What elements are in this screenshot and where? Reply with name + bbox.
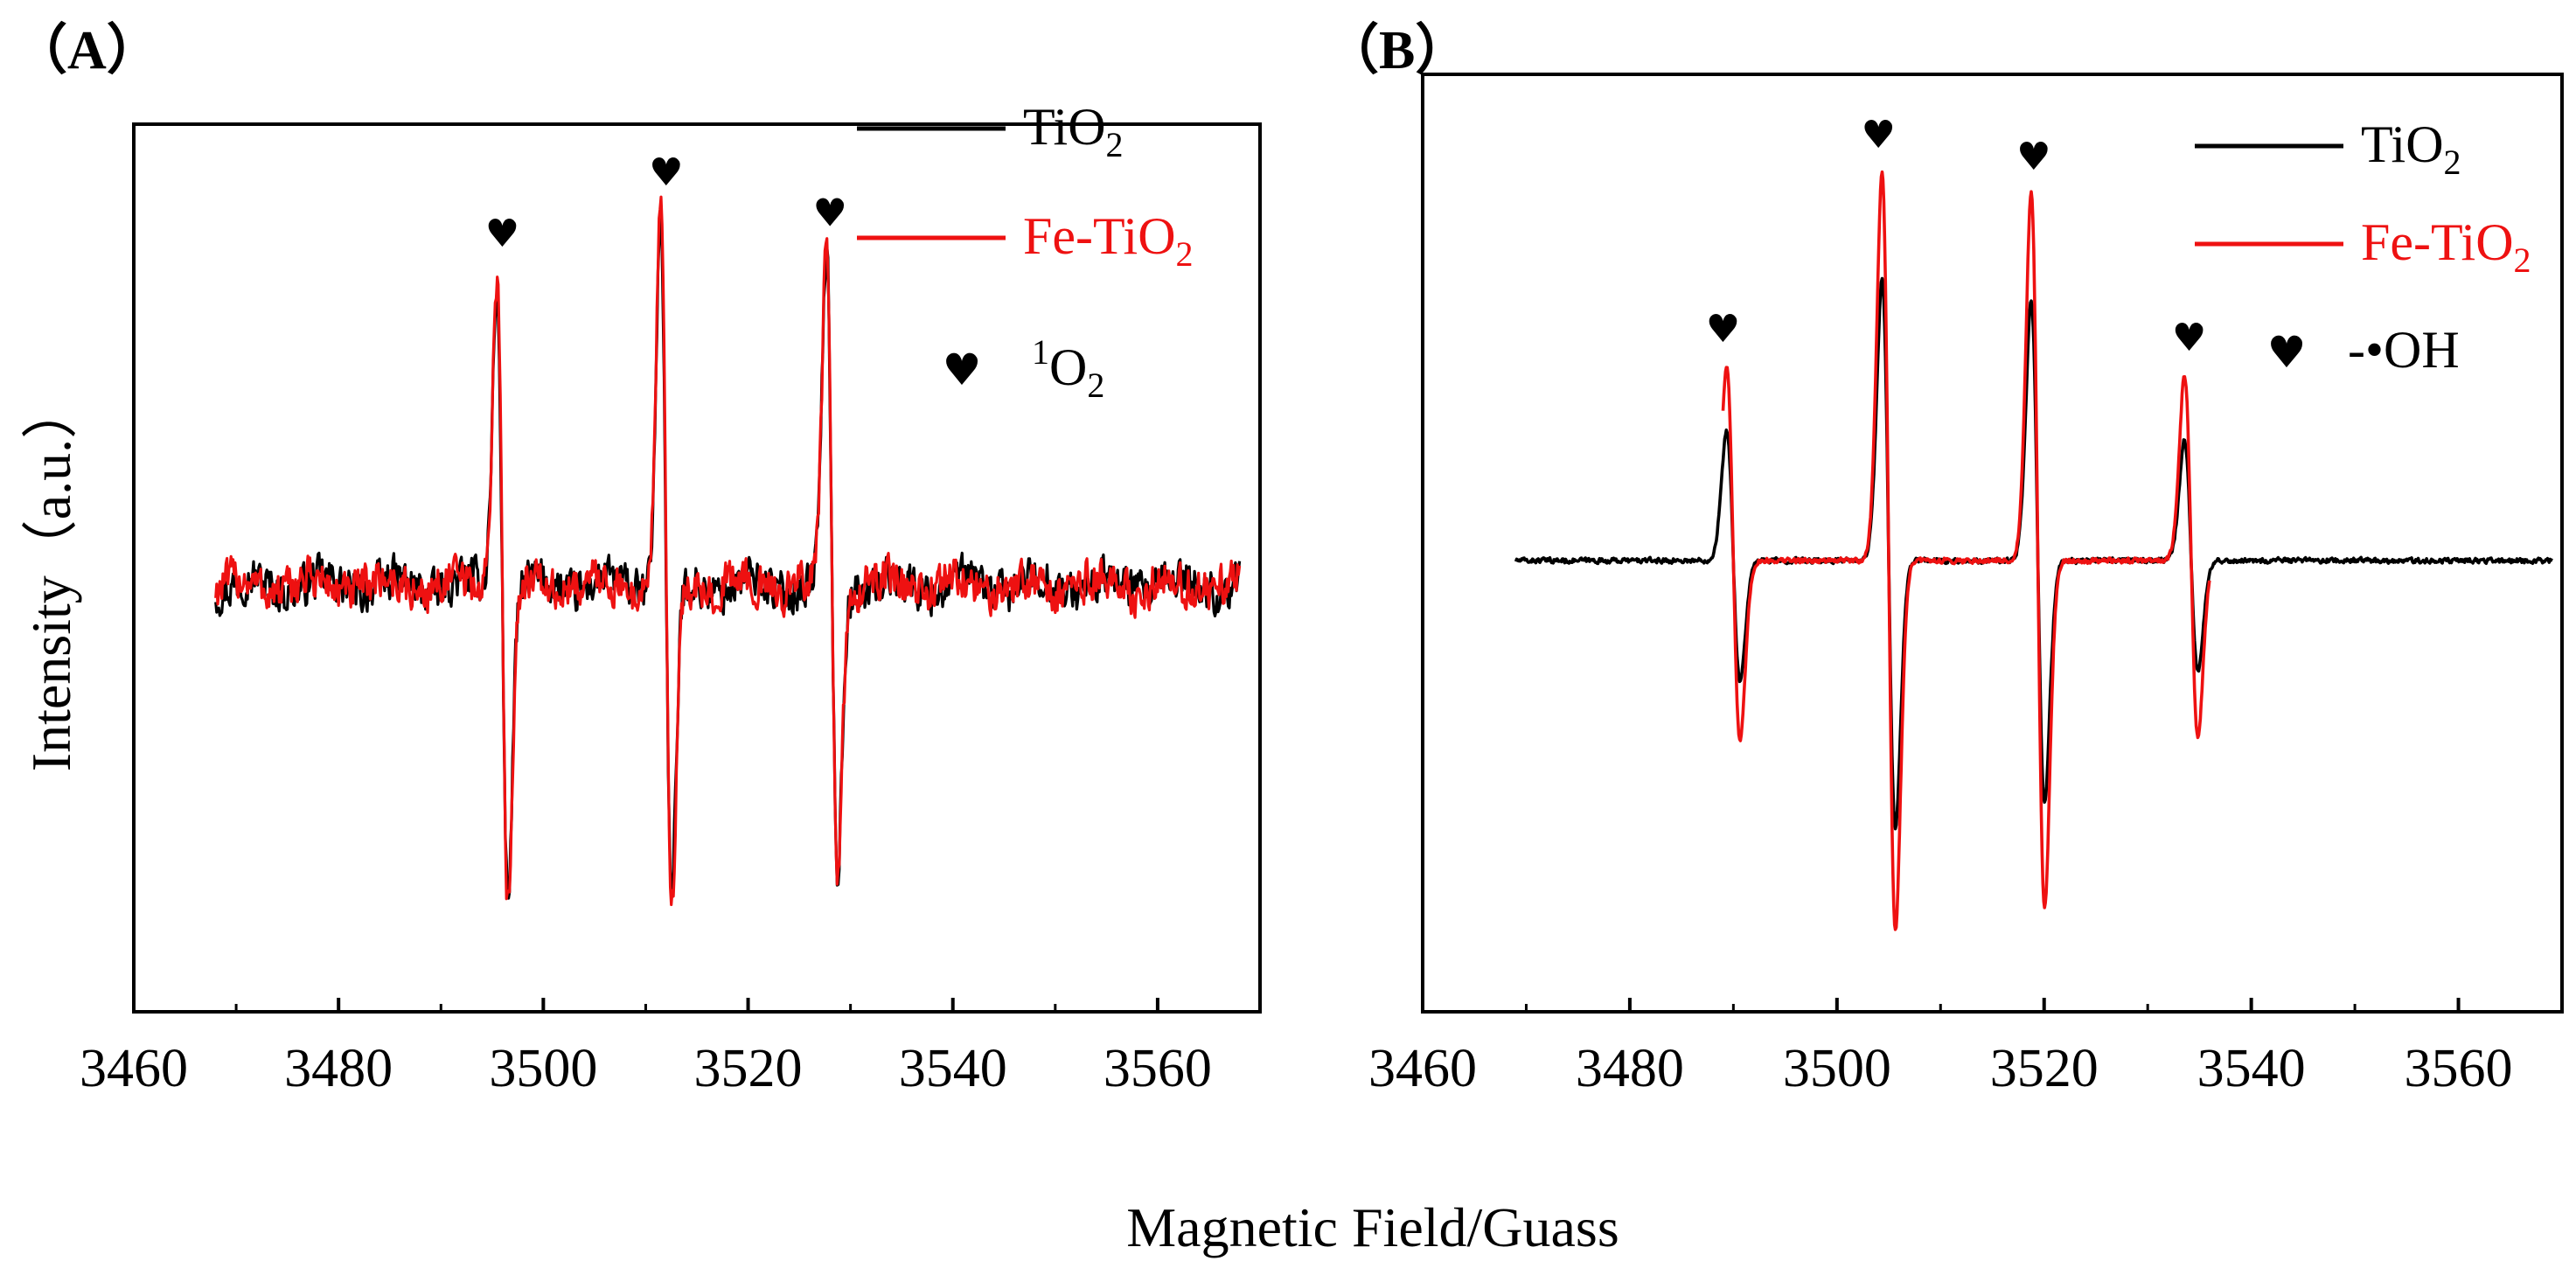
x-tick-label-3460: 3460 <box>80 1039 188 1098</box>
legend-marker-subscript: 2 <box>1087 366 1104 405</box>
legend-label-fe-tio2: Fe-TiO2 <box>2361 213 2531 280</box>
peak-marker-1: ♥ <box>485 212 519 256</box>
x-tick-label-3540: 3540 <box>2197 1039 2306 1098</box>
legend-label-fe-tio2: Fe-TiO2 <box>1023 207 1194 274</box>
chart-panel-b: 3460 3480 3500 3520 3540 3560（B）♥♥ ♥♥TiO2Fe-Ti… <box>1325 19 2564 1098</box>
peak-marker-2: ♥ <box>1861 113 1895 157</box>
legend-marker-text: O <box>1049 338 1087 396</box>
plot-frame <box>1421 73 2564 1014</box>
series-group <box>1514 170 2553 931</box>
legend-text-main: TiO <box>2361 115 2444 173</box>
legend-marker-heart: ♥ <box>2267 327 2307 378</box>
peak-marker-4: ♥ <box>2172 316 2206 360</box>
chart-panel-a: 3460 3480 3500 3520 3540 3560（A）♥♥♥TiO2Fe-TiO… <box>13 19 1262 1098</box>
y-axis-title-a: Intensity（a.u.） <box>20 383 82 771</box>
x-tick-label-3540: 3540 <box>899 1039 1007 1098</box>
peak-marker-2: ♥ <box>649 150 683 195</box>
legend-text-subscript: 2 <box>2514 240 2531 280</box>
legend-marker-label: 1O2 <box>1032 332 1104 405</box>
x-tick-label-3560: 3560 <box>1104 1039 1212 1098</box>
legend-label-tio2: TiO2 <box>2361 115 2461 182</box>
series-line-tio2 <box>214 213 1242 900</box>
x-tick-label-3460: 3460 <box>1368 1039 1477 1098</box>
plot-frame <box>132 122 1262 1014</box>
peak-marker-3: ♥ <box>2016 135 2050 179</box>
peak-marker-3: ♥ <box>812 192 846 236</box>
x-axis-title: Magnetic Field/Guass <box>1126 1196 1619 1258</box>
legend-marker-text: -•OH <box>2348 321 2460 379</box>
legend-text-subscript: 2 <box>2444 143 2461 182</box>
series-group <box>214 195 1242 907</box>
legend-marker-label: -•OH <box>2348 321 2460 379</box>
legend-text-main: Fe-TiO <box>1023 207 1176 265</box>
peak-marker-1: ♥ <box>1706 307 1740 352</box>
legend-text-main: TiO <box>1023 98 1106 156</box>
panel-label: （B） <box>1325 19 1469 80</box>
legend-text-subscript: 2 <box>1176 234 1194 274</box>
panels: 3460 3480 3500 3520 3540 3560（A）♥♥♥TiO2Fe-TiO… <box>13 19 2564 1098</box>
x-tick-label-3520: 3520 <box>1990 1039 2099 1098</box>
x-tick-label-3480: 3480 <box>1576 1039 1684 1098</box>
series-line-fe-tio2 <box>1721 170 2211 931</box>
x-tick-label-3520: 3520 <box>694 1039 803 1098</box>
x-tick-label-3500: 3500 <box>489 1039 597 1098</box>
panel-label: （A） <box>13 19 161 80</box>
x-tick-label-3480: 3480 <box>284 1039 393 1098</box>
legend-text-main: Fe-TiO <box>2361 213 2514 271</box>
series-line-fe-tio2 <box>214 195 1242 907</box>
x-tick-label-3500: 3500 <box>1783 1039 1891 1098</box>
legend-marker-heart: ♥ <box>943 345 982 395</box>
legend-text-subscript: 2 <box>1106 125 1124 164</box>
legend-marker-superscript: 1 <box>1032 332 1049 372</box>
x-tick-label-3560: 3560 <box>2405 1039 2513 1098</box>
legend-label-tio2: TiO2 <box>1023 98 1124 164</box>
